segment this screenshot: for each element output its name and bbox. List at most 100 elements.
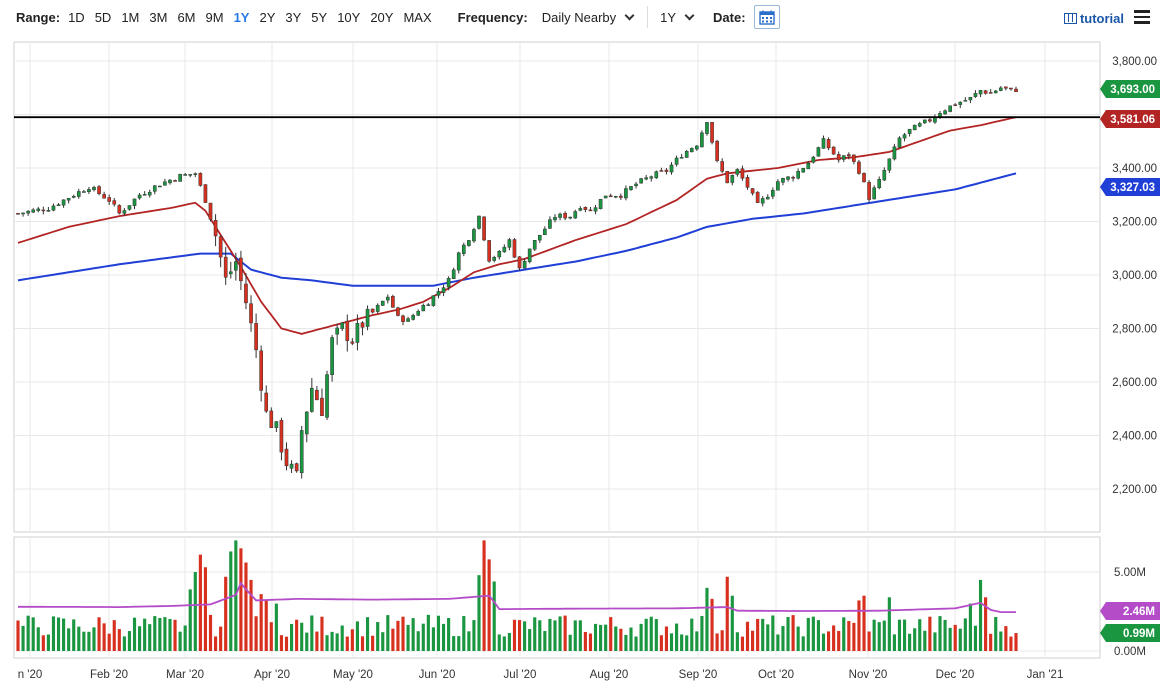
frequency-select[interactable]: Daily Nearby <box>542 10 635 25</box>
candle-body <box>16 213 20 215</box>
candle-body <box>781 177 785 183</box>
candle-body <box>345 320 350 341</box>
candle-body <box>472 229 476 242</box>
price-axis-tick-label: 2,600.00 <box>1112 377 1157 389</box>
volume-bar <box>457 636 461 651</box>
candle-body <box>401 315 405 323</box>
candle-body <box>674 157 679 165</box>
range-button-5d[interactable]: 5D <box>94 9 112 25</box>
volume-bar <box>143 618 147 651</box>
volume-bar <box>892 634 896 651</box>
candle-body <box>872 187 876 200</box>
volume-bar <box>178 631 182 651</box>
period-value: 1Y <box>660 9 677 25</box>
volume-bar <box>745 621 750 651</box>
range-button-1d[interactable]: 1D <box>68 9 85 25</box>
range-button-1m[interactable]: 1M <box>121 9 140 25</box>
volume-bar <box>507 632 511 651</box>
volume-panel-frame <box>13 536 1101 659</box>
volume-bar <box>558 616 562 651</box>
volume-bar <box>877 622 881 651</box>
candle-body <box>203 184 208 203</box>
range-button-9m[interactable]: 9M <box>205 9 224 25</box>
range-button-1y[interactable]: 1Y <box>233 9 250 25</box>
range-button-max[interactable]: MAX <box>403 9 432 25</box>
candle-body <box>695 145 699 150</box>
volume-bar <box>791 615 795 651</box>
candle-body <box>654 171 659 179</box>
volume-bar <box>629 627 633 651</box>
candle-body <box>902 134 907 139</box>
volume-bar <box>649 616 653 651</box>
candle-body <box>892 146 897 160</box>
candle-body <box>446 278 451 288</box>
candle-body <box>152 185 157 192</box>
volume-bar <box>401 616 405 651</box>
volume-bar <box>330 631 334 651</box>
volume-bar <box>786 616 790 651</box>
candle-body <box>223 256 228 278</box>
candle-body <box>289 463 294 469</box>
x-axis-tick-label: n '20 <box>18 669 43 681</box>
candle-body <box>239 257 243 282</box>
range-button-3m[interactable]: 3M <box>149 9 168 25</box>
candle-body <box>391 296 395 308</box>
candle-body <box>684 150 689 158</box>
candle-body <box>740 168 745 179</box>
candle-body <box>228 271 233 275</box>
candle-body <box>26 210 30 214</box>
volume-bar <box>107 633 111 651</box>
candle-body <box>76 191 81 197</box>
candle-body <box>877 179 882 189</box>
volume-bar <box>224 576 228 651</box>
candle-body <box>548 219 552 229</box>
range-button-20y[interactable]: 20Y <box>370 9 394 25</box>
candle-body <box>917 123 922 127</box>
period-select[interactable]: 1Y <box>660 9 695 25</box>
price-panel-frame <box>13 41 1101 533</box>
range-button-3y[interactable]: 3Y <box>285 9 302 25</box>
volume-bar <box>933 632 937 651</box>
candle-body <box>315 389 319 401</box>
volume-bar <box>51 616 56 651</box>
candle-body <box>274 421 279 428</box>
x-axis-tick-label: Jun '20 <box>419 669 456 681</box>
range-button-6m[interactable]: 6M <box>177 9 196 25</box>
candle-body <box>993 90 998 94</box>
calendar-button[interactable] <box>753 5 780 29</box>
tutorial-link[interactable]: tutorial <box>1063 11 1124 26</box>
volume-axis-tick-label: 0.00M <box>1114 646 1146 658</box>
candle-body <box>330 337 334 375</box>
range-button-10y[interactable]: 10Y <box>337 9 361 25</box>
candle-body <box>426 304 431 306</box>
volume-bar <box>852 622 856 651</box>
candle-body <box>279 420 284 453</box>
candle-body <box>502 246 507 253</box>
volume-bar <box>203 567 208 651</box>
volume-bar <box>320 616 324 651</box>
candle-body <box>862 173 866 183</box>
candle-body <box>137 194 142 199</box>
range-button-2y[interactable]: 2Y <box>259 9 276 25</box>
menu-button[interactable] <box>1134 10 1150 24</box>
volume-bar <box>381 632 385 651</box>
candle-body <box>127 205 132 210</box>
volume-bar <box>968 603 972 651</box>
volume-bar <box>289 624 294 651</box>
x-axis-tick-label: Aug '20 <box>590 669 629 681</box>
volume-bar <box>913 628 917 651</box>
volume-bar <box>340 625 344 651</box>
price-axis-tick-label: 2,800.00 <box>1112 324 1157 336</box>
candle-body <box>710 122 714 143</box>
candle-body <box>836 154 841 161</box>
candle-body <box>598 198 603 210</box>
volume-bar <box>345 636 349 651</box>
volume-bar <box>669 633 674 651</box>
candle-body <box>365 308 370 327</box>
volume-bar <box>821 633 826 651</box>
volume-bar <box>720 630 724 651</box>
range-button-5y[interactable]: 5Y <box>311 9 328 25</box>
volume-bar <box>158 617 162 651</box>
volume-bar <box>573 620 577 651</box>
